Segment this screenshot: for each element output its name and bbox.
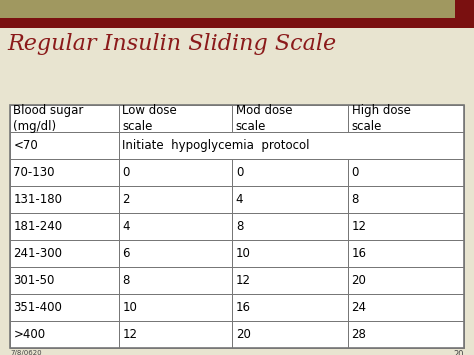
Bar: [348, 159, 464, 186]
Text: 6: 6: [122, 247, 130, 260]
Bar: [119, 105, 232, 132]
Bar: [348, 105, 464, 132]
Text: 16: 16: [352, 247, 366, 260]
Bar: [10, 159, 119, 186]
Text: 24: 24: [352, 301, 366, 314]
Text: 12: 12: [352, 220, 366, 233]
Text: 7/8/0620
ABMS: 7/8/0620 ABMS: [10, 350, 42, 355]
Text: 28: 28: [352, 328, 366, 341]
Text: 0: 0: [122, 166, 130, 179]
Text: Regular Insulin Sliding Scale: Regular Insulin Sliding Scale: [7, 33, 336, 55]
Text: 10: 10: [122, 301, 137, 314]
Text: Initiate  hypoglycemia  protocol: Initiate hypoglycemia protocol: [122, 139, 310, 152]
Text: 301-50: 301-50: [13, 274, 55, 287]
Bar: [348, 321, 464, 348]
Bar: [10, 294, 119, 321]
Text: 2: 2: [122, 193, 130, 206]
Text: 0: 0: [236, 166, 243, 179]
Text: 20: 20: [454, 350, 464, 355]
Bar: [0, 0, 455, 18]
Bar: [348, 186, 464, 213]
Bar: [232, 240, 348, 267]
Text: 12: 12: [236, 274, 251, 287]
Text: 70-130: 70-130: [13, 166, 55, 179]
Bar: [348, 294, 464, 321]
Bar: [10, 240, 119, 267]
Bar: [119, 213, 232, 240]
Bar: [232, 105, 348, 132]
Bar: [119, 132, 464, 159]
Text: 8: 8: [122, 274, 130, 287]
Text: 10: 10: [236, 247, 251, 260]
Text: Blood sugar
(mg/dl): Blood sugar (mg/dl): [13, 104, 84, 133]
Bar: [348, 267, 464, 294]
Bar: [119, 159, 232, 186]
Bar: [232, 321, 348, 348]
Bar: [10, 267, 119, 294]
Bar: [232, 267, 348, 294]
Bar: [119, 186, 232, 213]
Text: 4: 4: [236, 193, 243, 206]
Text: 12: 12: [122, 328, 137, 341]
Text: <70: <70: [13, 139, 38, 152]
Bar: [10, 213, 119, 240]
Bar: [348, 213, 464, 240]
Bar: [119, 240, 232, 267]
Bar: [119, 321, 232, 348]
Text: 20: 20: [352, 274, 366, 287]
Text: 4: 4: [122, 220, 130, 233]
Bar: [10, 132, 119, 159]
Text: 8: 8: [236, 220, 243, 233]
Bar: [119, 294, 232, 321]
Text: >400: >400: [13, 328, 46, 341]
Bar: [232, 186, 348, 213]
Bar: [119, 267, 232, 294]
Text: 181-240: 181-240: [13, 220, 63, 233]
Bar: [232, 294, 348, 321]
Text: Low dose
scale: Low dose scale: [122, 104, 177, 133]
Bar: [10, 186, 119, 213]
Bar: [10, 105, 119, 132]
Bar: [10, 321, 119, 348]
Text: Mod dose
scale: Mod dose scale: [236, 104, 292, 133]
Bar: [10, 105, 464, 348]
Text: 241-300: 241-300: [13, 247, 62, 260]
Bar: [348, 240, 464, 267]
Text: High dose
scale: High dose scale: [352, 104, 410, 133]
Text: 20: 20: [236, 328, 251, 341]
Bar: [232, 213, 348, 240]
Bar: [455, 0, 474, 28]
Text: 8: 8: [352, 193, 359, 206]
Text: 351-400: 351-400: [13, 301, 62, 314]
Text: 16: 16: [236, 301, 251, 314]
Bar: [0, 18, 455, 28]
Text: 131-180: 131-180: [13, 193, 62, 206]
Text: 0: 0: [352, 166, 359, 179]
Bar: [232, 159, 348, 186]
